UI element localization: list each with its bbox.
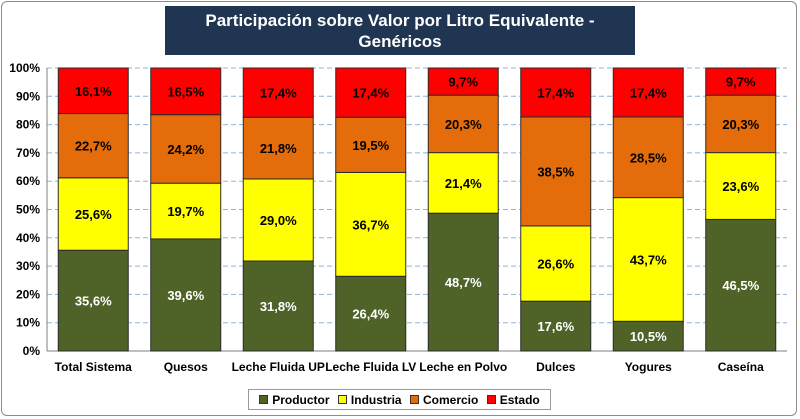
chart-title-box: Participación sobre Valor por Litro Equi… <box>165 6 635 69</box>
y-tick-label: 60% <box>16 174 40 188</box>
bar-segment <box>520 300 592 352</box>
bar-segment <box>612 197 684 322</box>
data-label: 22,7% <box>75 139 112 154</box>
legend-swatch-industria <box>337 395 347 404</box>
y-tick-label: 40% <box>16 231 40 245</box>
data-label: 17,4% <box>537 85 574 100</box>
data-label: 10,5% <box>630 329 667 344</box>
legend-label-comercio: Comercio <box>422 392 479 407</box>
bar-segment <box>242 260 314 352</box>
bar-segment <box>57 113 129 179</box>
y-tick-label: 90% <box>16 89 40 103</box>
data-label: 16,1% <box>75 84 112 99</box>
bar-segment <box>57 177 129 251</box>
data-label: 43,7% <box>630 252 667 267</box>
bar-segment <box>57 249 129 352</box>
bar-segment <box>242 67 314 118</box>
bar-segment <box>705 218 777 352</box>
data-label: 9,7% <box>448 75 478 90</box>
y-tick-label: 10% <box>16 316 40 330</box>
bar-segment <box>335 116 407 173</box>
legend-label-industria: Industria <box>350 392 402 407</box>
y-tick-label: 30% <box>16 259 40 273</box>
data-label: 26,4% <box>352 307 389 322</box>
bar-segment <box>150 238 222 352</box>
data-label: 24,2% <box>167 142 204 157</box>
x-category-label: Quesos <box>164 360 208 374</box>
y-tick-label: 20% <box>16 287 40 301</box>
data-label: 17,4% <box>352 86 389 101</box>
data-label: 28,5% <box>630 150 667 165</box>
data-label: 39,6% <box>167 288 204 303</box>
x-category-label: Dulces <box>536 360 576 374</box>
bar-segment <box>150 182 222 240</box>
data-label: 31,8% <box>260 299 297 314</box>
bar-segment <box>335 67 407 118</box>
data-label: 17,6% <box>537 319 574 334</box>
x-category-label: Total Sistema <box>55 360 132 374</box>
y-tick-label: 100% <box>9 61 40 75</box>
x-category-label: Yogures <box>625 360 672 374</box>
data-label: 29,0% <box>260 213 297 228</box>
chart-title: Participación sobre Valor por Litro Equi… <box>205 11 595 51</box>
data-label: 46,5% <box>722 278 759 293</box>
data-label: 48,7% <box>445 275 482 290</box>
bar-segment <box>705 152 777 220</box>
bar-segment <box>427 67 499 96</box>
bar-segment <box>427 212 499 352</box>
data-label: 17,4% <box>260 86 297 101</box>
bar-segment <box>150 114 222 184</box>
data-label: 26,6% <box>537 257 574 272</box>
bar-segment <box>705 94 777 154</box>
legend-item-comercio: Comercio <box>409 392 479 407</box>
data-label: 20,3% <box>445 117 482 132</box>
y-tick-label: 80% <box>16 118 40 132</box>
data-label: 25,6% <box>75 207 112 222</box>
data-label: 19,7% <box>167 204 204 219</box>
bar-segment <box>705 67 777 96</box>
y-tick-label: 70% <box>16 146 40 160</box>
bar-segment <box>427 94 499 154</box>
y-tick-label: 50% <box>16 203 40 217</box>
data-label: 36,7% <box>352 217 389 232</box>
data-label: 23,6% <box>722 179 759 194</box>
y-tick-label: 0% <box>23 344 41 358</box>
data-label: 38,5% <box>537 164 574 179</box>
data-label: 19,5% <box>352 138 389 153</box>
data-label: 21,8% <box>260 141 297 156</box>
legend-swatch-productor <box>259 395 269 404</box>
bar-segment <box>57 67 129 115</box>
bar-segment <box>335 171 407 277</box>
legend-swatch-estado <box>486 395 496 404</box>
bar-segment <box>520 67 592 118</box>
x-category-label: Leche en Polvo <box>419 360 507 374</box>
legend: Productor Industria Comercio Estado <box>248 389 551 410</box>
data-label: 17,4% <box>630 85 667 100</box>
bar-segment <box>335 275 407 352</box>
data-label: 16,5% <box>167 84 204 99</box>
chart-subtitle: -agosto 2022 - <box>352 53 448 69</box>
x-category-label: Leche Fluida UP <box>232 360 325 374</box>
legend-item-estado: Estado <box>486 392 540 407</box>
data-label: 9,7% <box>726 75 756 90</box>
bar-segment <box>612 67 684 118</box>
data-label: 20,3% <box>722 117 759 132</box>
data-label: 21,4% <box>445 176 482 191</box>
legend-label-productor: Productor <box>272 392 330 407</box>
legend-item-industria: Industria <box>337 392 402 407</box>
legend-label-estado: Estado <box>499 392 540 407</box>
legend-item-productor: Productor <box>259 392 330 407</box>
bar-segment <box>242 116 314 180</box>
x-category-label: Caseína <box>718 360 764 374</box>
bar-segment <box>242 178 314 262</box>
bar-segment <box>612 320 684 352</box>
x-category-label: Leche Fluida LV <box>325 360 416 374</box>
bar-segment <box>427 152 499 214</box>
bar-segment <box>150 67 222 116</box>
data-label: 35,6% <box>75 294 112 309</box>
legend-swatch-comercio <box>409 395 419 404</box>
